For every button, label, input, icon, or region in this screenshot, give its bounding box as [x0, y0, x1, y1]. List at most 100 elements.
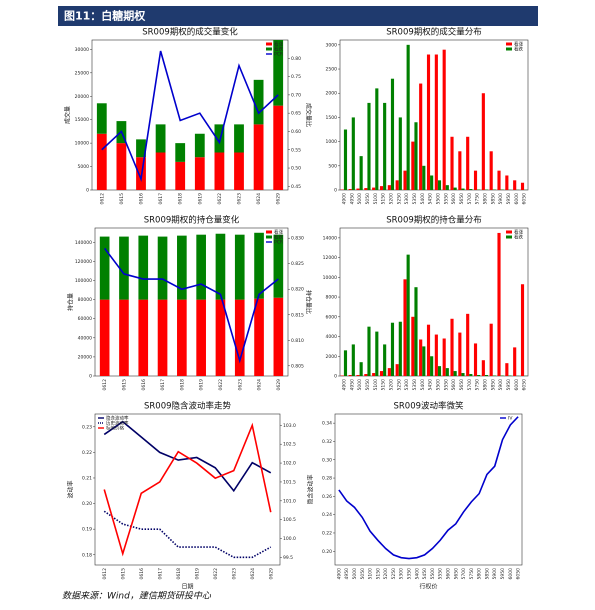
x-tick-label: 5900	[498, 193, 504, 205]
bar	[119, 299, 129, 376]
x-tick-label: 0618	[179, 379, 185, 391]
y-tick-label: 0	[86, 188, 89, 194]
x-tick-label: 5850	[484, 568, 490, 580]
y-tick-label: 25000	[75, 70, 89, 76]
bar	[273, 40, 284, 106]
x-tick-label: 5500	[430, 568, 436, 580]
x-tick-label: 5800	[482, 193, 488, 205]
x-tick-label: 5200	[383, 568, 389, 580]
bar	[442, 338, 446, 376]
x-tick-label: 4950	[344, 568, 350, 580]
x-tick-label: 6000	[514, 193, 520, 205]
x-tick-label: 5600	[451, 379, 457, 391]
y-tick-label: 0.20	[82, 501, 92, 507]
y2-tick-label: 0.830	[291, 236, 304, 242]
bar	[364, 188, 368, 190]
bar	[234, 299, 245, 376]
bar	[469, 189, 473, 190]
chart-title: SR009期权的持仓量分布	[386, 215, 482, 226]
bar	[497, 232, 501, 376]
bar	[254, 298, 264, 376]
bar	[96, 133, 107, 190]
y2-tick-label: 0.50	[291, 166, 301, 172]
x-tick-label: 0616	[141, 379, 147, 391]
bar	[343, 129, 348, 190]
x-tick-label: 5050	[360, 568, 366, 580]
y-tick-label: 20000	[75, 94, 89, 100]
bar	[375, 88, 379, 190]
legend-label: 看跌	[514, 46, 523, 53]
x-axis-label: 行权价	[419, 583, 437, 591]
bar	[116, 143, 127, 190]
x-tick-label: 0619	[194, 568, 200, 580]
x-tick-label: 0622	[213, 568, 219, 580]
bar	[489, 151, 493, 190]
legend-swatch	[266, 230, 272, 234]
y2-tick-label: 0.820	[291, 287, 304, 293]
bar	[430, 175, 434, 190]
x-tick-label: 0616	[139, 568, 145, 580]
x-tick-label: 0624	[257, 379, 263, 391]
bar	[136, 157, 146, 190]
y-tick-label: 2500	[326, 67, 338, 73]
bar	[520, 182, 525, 190]
bar	[422, 165, 426, 190]
bar	[351, 344, 355, 376]
y2-tick-label: 0.60	[291, 129, 301, 135]
x-tick-label: 0622	[217, 193, 223, 205]
bar	[411, 141, 415, 190]
bar	[234, 234, 245, 300]
x-tick-label: 5550	[443, 193, 449, 205]
x-tick-label: 0615	[119, 193, 125, 205]
y2-tick-label: 0.70	[291, 92, 301, 98]
x-tick-label: 6000	[508, 568, 514, 580]
legend-label: PCR	[274, 240, 283, 246]
x-tick-label: 0623	[237, 379, 243, 391]
bar	[473, 170, 478, 190]
bar	[194, 157, 205, 190]
y-tick-label: 0	[89, 374, 92, 380]
bar	[343, 350, 348, 376]
x-tick-label: 6050	[522, 379, 528, 391]
y-tick-label: 30000	[75, 47, 89, 53]
bar	[214, 124, 225, 153]
y2-tick-label: 0.80	[291, 56, 301, 62]
bar	[383, 344, 387, 376]
header-bar	[58, 6, 538, 26]
plot-frame	[339, 39, 529, 191]
y-tick-label: 2000	[326, 354, 338, 360]
x-tick-label: 5750	[475, 193, 481, 205]
series-line	[103, 510, 272, 559]
bar	[430, 356, 434, 376]
bar	[461, 188, 465, 190]
bar	[419, 339, 423, 376]
y-tick-label: 1000	[326, 139, 338, 145]
bar	[351, 117, 355, 190]
bar	[426, 324, 431, 376]
bar	[489, 323, 493, 376]
x-tick-label: 5150	[381, 193, 387, 205]
x-tick-label: 5650	[459, 379, 465, 391]
x-tick-label: 5450	[428, 379, 434, 391]
y-tick-label: 0.23	[82, 424, 92, 430]
y2-tick-label: 0.75	[291, 74, 301, 80]
y2-tick-label: 102.5	[283, 442, 296, 448]
bar	[481, 93, 485, 190]
x-tick-label: 5050	[365, 379, 371, 391]
y-tick-label: 10000	[323, 275, 337, 281]
x-tick-label: 5950	[500, 568, 506, 580]
x-tick-label: 5600	[445, 568, 451, 580]
x-tick-label: 0617	[158, 193, 164, 205]
legend-swatch	[506, 230, 512, 234]
bar	[461, 373, 465, 376]
y2-tick-label: 103.0	[283, 423, 296, 429]
bar	[437, 180, 442, 190]
x-tick-label: 5750	[469, 568, 475, 580]
y-tick-label: 0.18	[82, 552, 92, 558]
bar	[359, 156, 363, 190]
bar	[481, 360, 485, 376]
y-tick-label: 0.32	[322, 439, 332, 445]
y-tick-label: 3000	[326, 42, 338, 48]
x-tick-label: 0623	[231, 568, 237, 580]
